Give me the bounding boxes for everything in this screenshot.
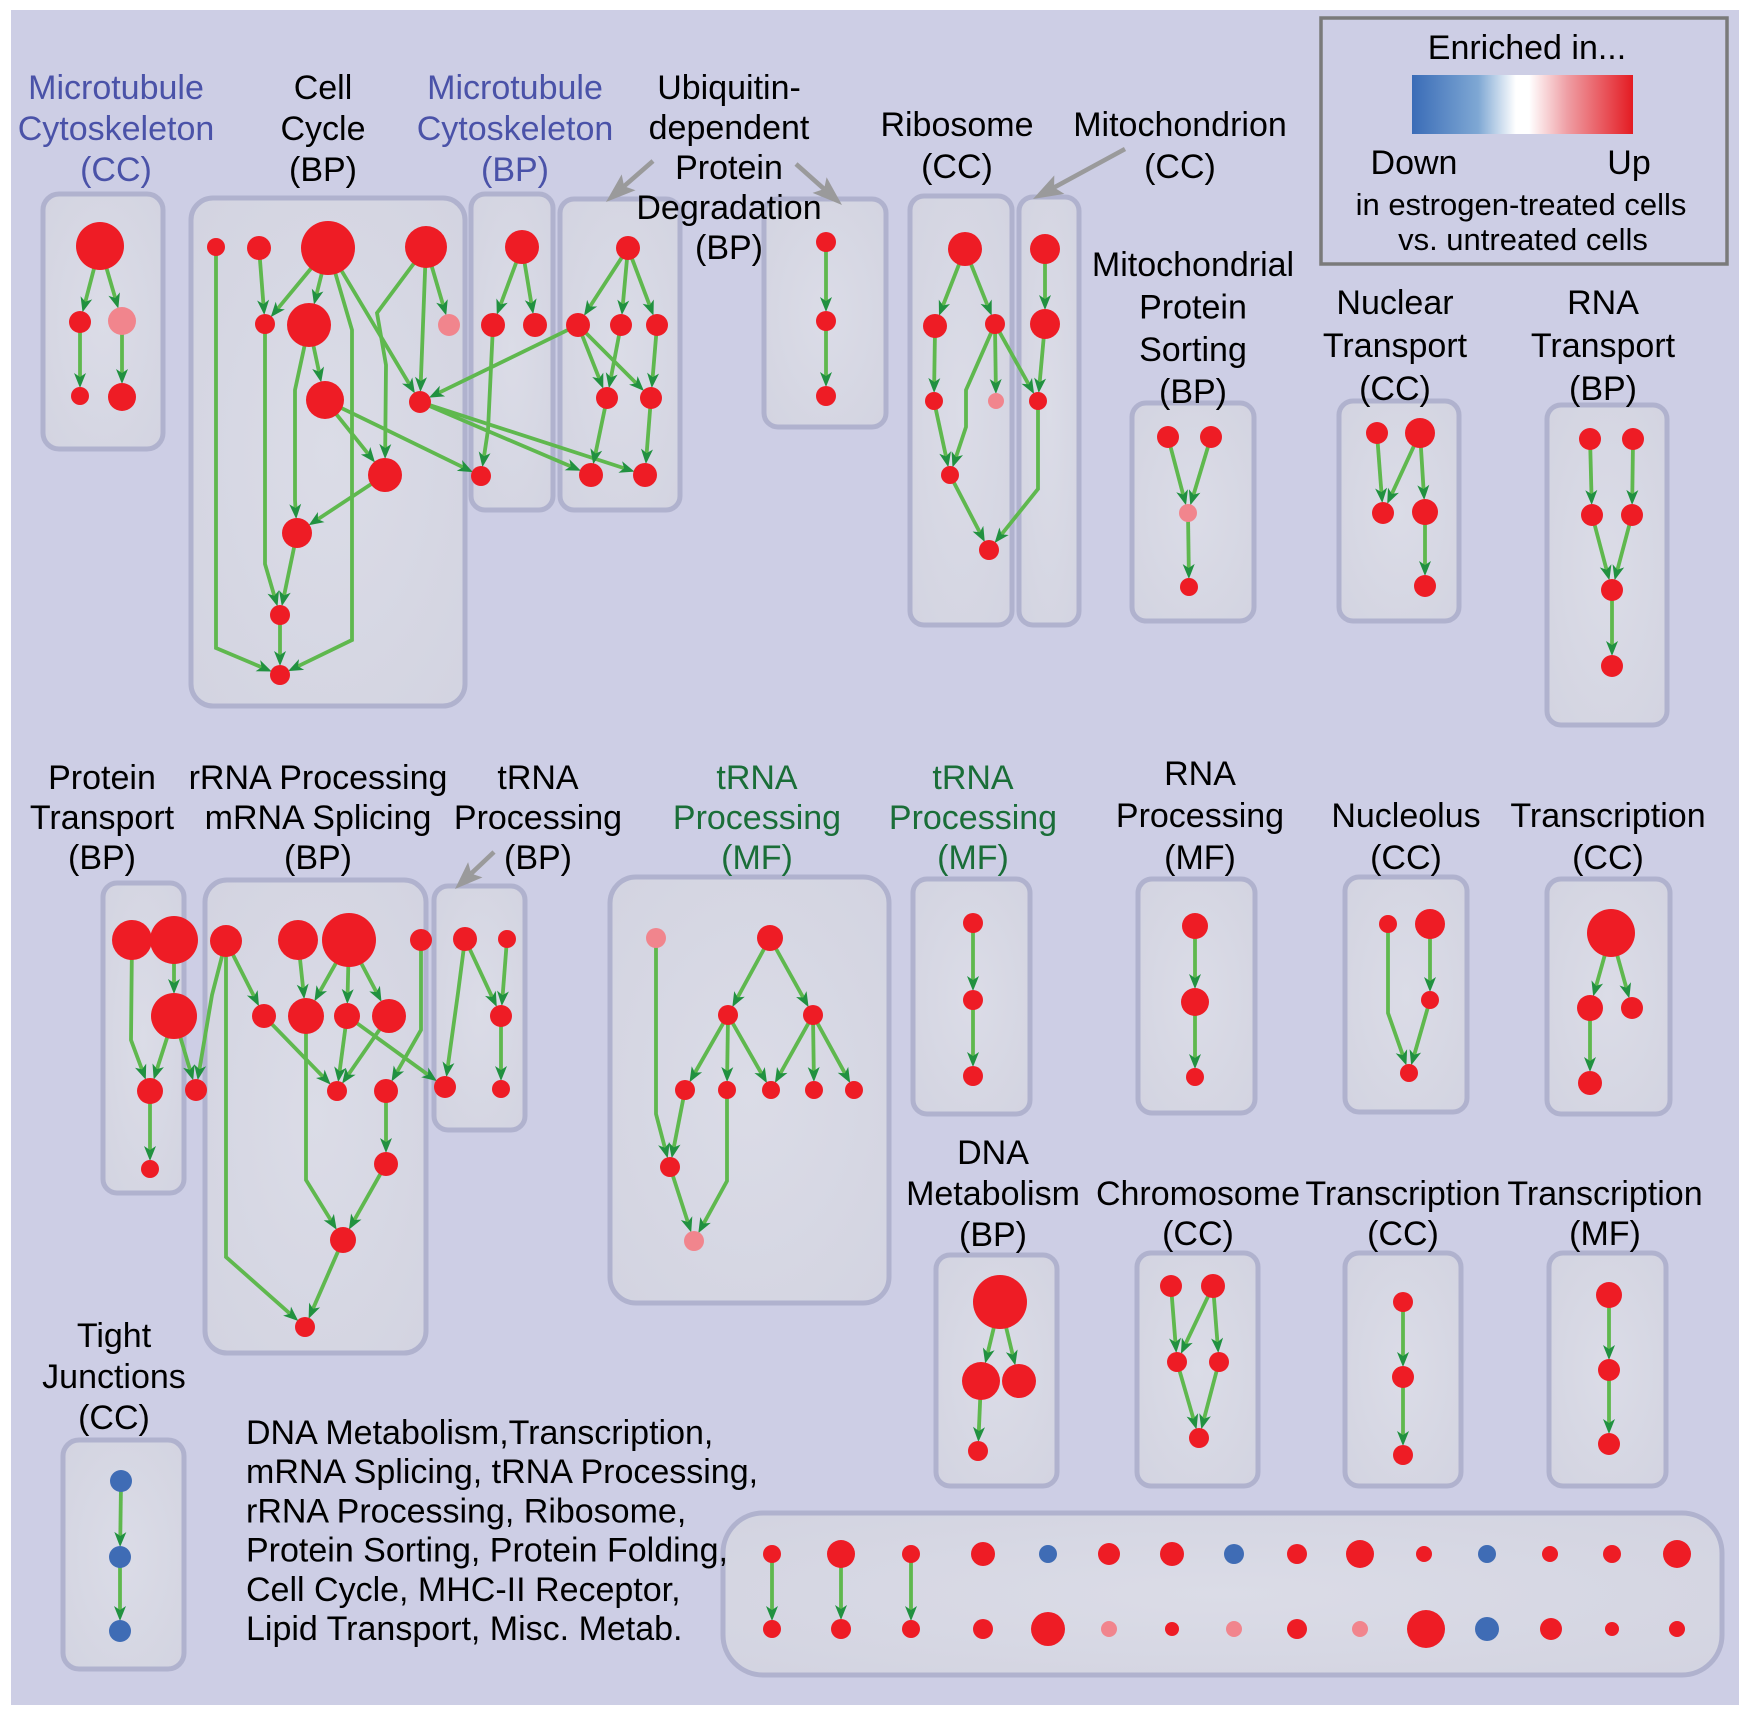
svg-text:Nucleolus: Nucleolus (1331, 797, 1480, 835)
svg-text:Chromosome: Chromosome (1096, 1175, 1300, 1213)
svg-text:(BP): (BP) (504, 839, 572, 877)
svg-text:RNA: RNA (1567, 284, 1639, 322)
svg-text:Junctions: Junctions (42, 1358, 186, 1396)
svg-text:(BP): (BP) (1159, 373, 1227, 411)
svg-text:(MF): (MF) (937, 839, 1009, 877)
svg-text:in estrogen-treated cells: in estrogen-treated cells (1356, 187, 1687, 222)
svg-text:tRNA: tRNA (932, 759, 1014, 797)
svg-text:(CC): (CC) (78, 1399, 150, 1437)
svg-text:Sorting: Sorting (1139, 331, 1247, 369)
svg-text:Cycle: Cycle (280, 110, 365, 148)
svg-text:rRNA Processing: rRNA Processing (189, 759, 448, 797)
svg-text:RNA: RNA (1164, 755, 1236, 793)
svg-text:tRNA: tRNA (716, 759, 798, 797)
svg-text:Processing: Processing (673, 799, 841, 837)
svg-text:Cytoskeleton: Cytoskeleton (18, 110, 215, 148)
svg-text:Up: Up (1607, 144, 1650, 182)
svg-text:dependent: dependent (649, 109, 810, 147)
svg-text:Microtubule: Microtubule (427, 69, 603, 107)
svg-text:Cell Cycle, MHC-II Receptor,: Cell Cycle, MHC-II Receptor, (246, 1571, 681, 1609)
svg-text:Cell: Cell (294, 69, 353, 107)
svg-text:(CC): (CC) (1144, 148, 1216, 186)
svg-text:Protein: Protein (1139, 288, 1247, 326)
svg-text:Microtubule: Microtubule (28, 69, 204, 107)
svg-text:(CC): (CC) (80, 151, 152, 189)
svg-text:(CC): (CC) (921, 148, 993, 186)
svg-text:rRNA Processing, Ribosome,: rRNA Processing, Ribosome, (246, 1492, 686, 1530)
svg-text:(MF): (MF) (1164, 839, 1236, 877)
svg-text:Cytoskeleton: Cytoskeleton (417, 110, 614, 148)
svg-text:(MF): (MF) (721, 839, 793, 877)
svg-text:(BP): (BP) (284, 839, 352, 877)
svg-text:DNA Metabolism,Transcription,: DNA Metabolism,Transcription, (246, 1414, 713, 1452)
svg-text:(MF): (MF) (1569, 1215, 1641, 1253)
svg-text:Protein Sorting, Protein Foldi: Protein Sorting, Protein Folding, (246, 1532, 728, 1570)
svg-text:Processing: Processing (454, 799, 622, 837)
svg-text:(CC): (CC) (1572, 839, 1644, 877)
svg-text:mRNA Splicing, tRNA Processing: mRNA Splicing, tRNA Processing, (246, 1453, 758, 1491)
svg-text:Transport: Transport (1531, 327, 1676, 365)
svg-text:(BP): (BP) (481, 151, 549, 189)
svg-text:Protein: Protein (48, 759, 156, 797)
svg-text:Mitochondrial: Mitochondrial (1092, 246, 1294, 284)
svg-text:(BP): (BP) (959, 1216, 1027, 1254)
svg-text:Metabolism: Metabolism (906, 1175, 1080, 1213)
svg-text:Transcription: Transcription (1507, 1175, 1702, 1213)
svg-text:Tight: Tight (77, 1317, 152, 1355)
svg-text:Ribosome: Ribosome (880, 106, 1033, 144)
svg-text:(BP): (BP) (289, 151, 357, 189)
svg-text:vs. untreated cells: vs. untreated cells (1398, 222, 1648, 257)
svg-text:tRNA: tRNA (497, 759, 579, 797)
svg-text:Degradation: Degradation (636, 189, 821, 227)
svg-text:DNA: DNA (957, 1134, 1029, 1172)
svg-text:Lipid Transport, Misc. Metab.: Lipid Transport, Misc. Metab. (246, 1610, 683, 1648)
svg-text:Transport: Transport (30, 799, 175, 837)
svg-text:Ubiquitin-: Ubiquitin- (657, 69, 801, 107)
svg-text:Transcription: Transcription (1305, 1175, 1500, 1213)
svg-text:Protein: Protein (675, 149, 783, 187)
svg-text:Transport: Transport (1323, 327, 1468, 365)
svg-text:Mitochondrion: Mitochondrion (1073, 106, 1287, 144)
svg-text:Enriched in...: Enriched in... (1428, 29, 1626, 67)
svg-text:Transcription: Transcription (1510, 797, 1705, 835)
svg-text:(CC): (CC) (1359, 370, 1431, 408)
svg-text:(CC): (CC) (1370, 839, 1442, 877)
svg-text:Processing: Processing (889, 799, 1057, 837)
svg-text:Nuclear: Nuclear (1336, 284, 1453, 322)
svg-text:(CC): (CC) (1367, 1215, 1439, 1253)
svg-text:(CC): (CC) (1162, 1215, 1234, 1253)
svg-text:(BP): (BP) (68, 839, 136, 877)
svg-text:(BP): (BP) (695, 229, 763, 267)
svg-text:Processing: Processing (1116, 797, 1284, 835)
svg-text:mRNA Splicing: mRNA Splicing (205, 799, 432, 837)
svg-text:(BP): (BP) (1569, 370, 1637, 408)
svg-text:Down: Down (1371, 144, 1458, 182)
